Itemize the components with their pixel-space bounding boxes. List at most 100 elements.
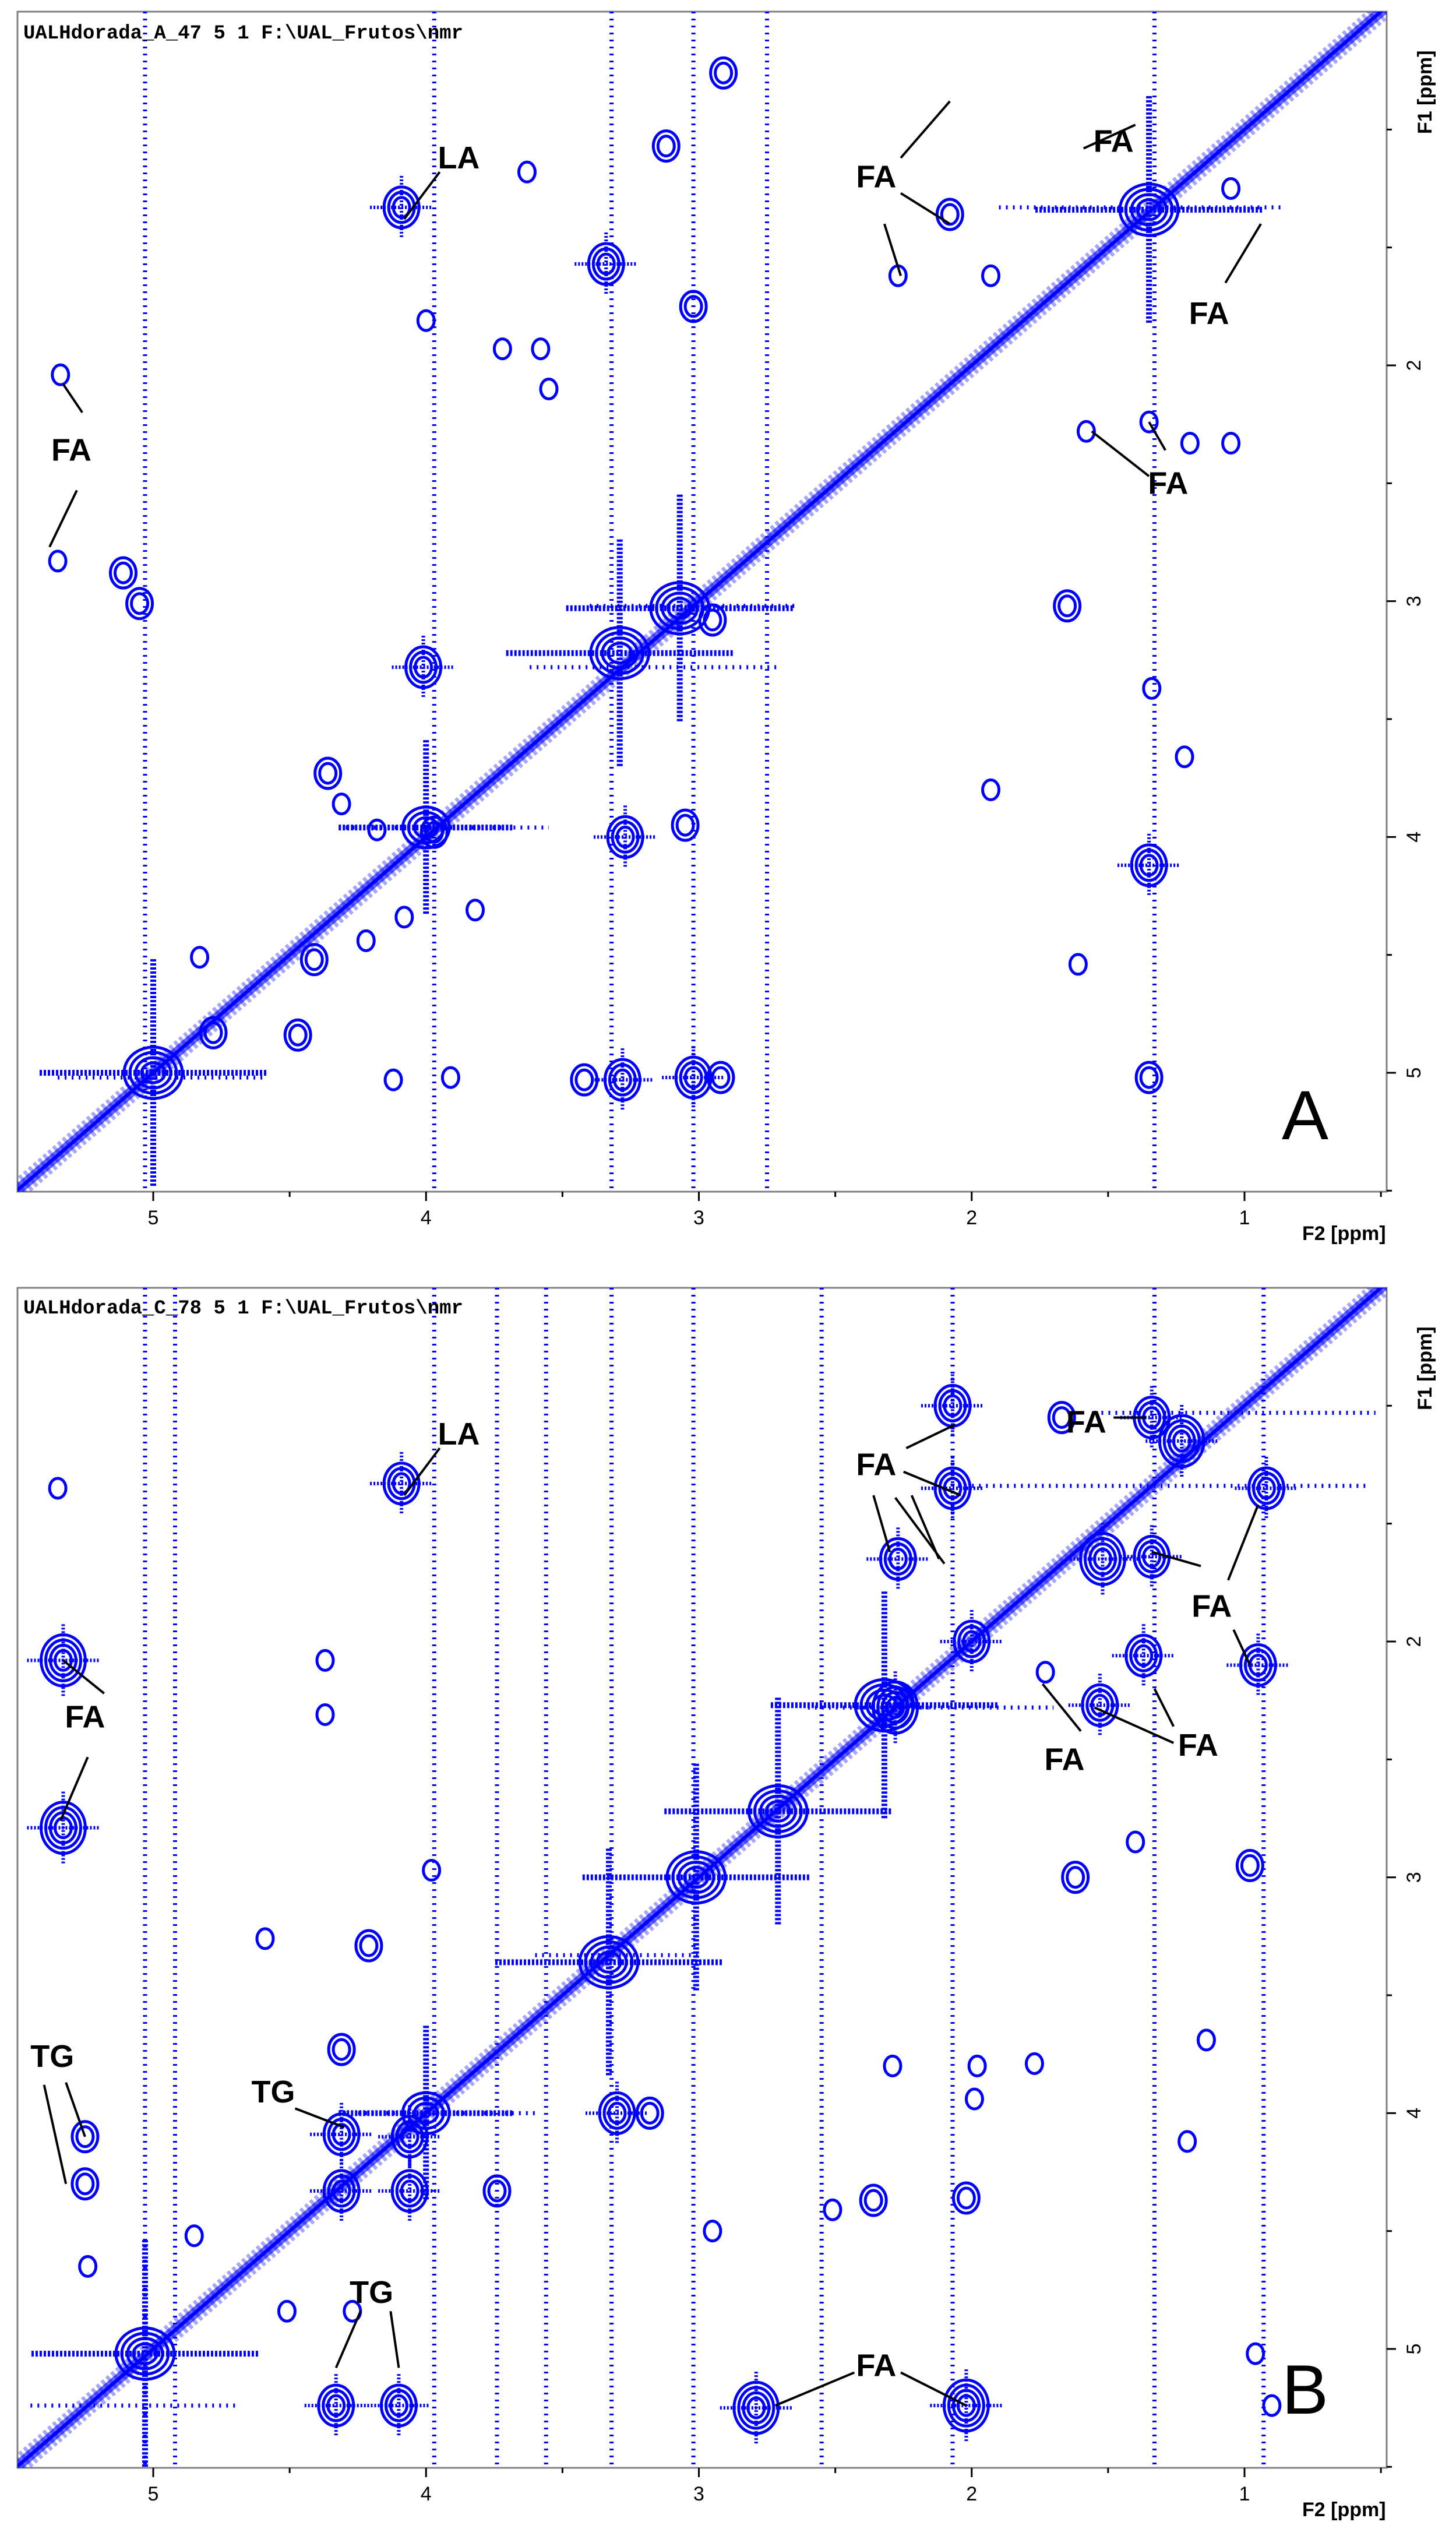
- contour-ring: [332, 2038, 351, 2061]
- contour-ring: [517, 160, 537, 184]
- cross-peak: [671, 808, 700, 842]
- cross-peak: [332, 793, 351, 816]
- contour-ring: [675, 813, 695, 837]
- contour-ring: [607, 642, 633, 665]
- contour-ring: [1262, 2394, 1282, 2417]
- cross-peak: [823, 2198, 842, 2221]
- annotation-leader-line: [900, 100, 951, 159]
- cross-peak: [1035, 1661, 1055, 1684]
- contour-ring: [492, 337, 512, 361]
- y-tick-label: 2: [1403, 1636, 1425, 1647]
- contour-ring: [671, 808, 700, 842]
- panel-a-file-label: UALHdorada_A_47 5 1 F:\UAL_Frutos\nmr: [23, 23, 463, 45]
- cross-peak: [1221, 177, 1241, 200]
- x-tick-label: 4: [421, 2483, 432, 2505]
- cross-peak: [935, 198, 964, 231]
- cross-peak: [1235, 1456, 1298, 1520]
- contour-ring: [354, 1929, 383, 1963]
- cross-peak: [1120, 1525, 1183, 1589]
- contour-ring: [1024, 2052, 1044, 2075]
- contour-ring: [1124, 188, 1174, 232]
- contour-ring: [424, 820, 444, 844]
- cross-peak: [591, 1048, 654, 1112]
- diagonal-peak: [566, 494, 794, 722]
- contour-ring: [859, 2183, 888, 2217]
- cross-peak: [720, 2372, 792, 2445]
- contour-ring: [935, 198, 964, 231]
- contour-ring: [487, 2179, 507, 2203]
- cross-peak: [108, 556, 138, 590]
- cross-peak: [419, 815, 449, 849]
- annotation-label-tg: TG: [30, 2039, 74, 2074]
- annotation-leader-line: [1153, 1688, 1175, 1727]
- contour-ring: [714, 61, 734, 84]
- contour-ring: [683, 1866, 710, 1889]
- cross-peak: [1068, 953, 1088, 976]
- annotation-leader-line: [900, 2371, 967, 2407]
- contour-ring: [601, 636, 639, 670]
- panel-b-y-axis: 2 3 4 5: [1387, 1404, 1425, 2468]
- cross-peak: [662, 1046, 725, 1110]
- contour-ring: [315, 1649, 335, 1672]
- contour-ring: [981, 264, 1001, 287]
- cross-peak: [422, 1859, 442, 1882]
- annotation-label-fa: FA: [1148, 466, 1188, 501]
- cross-peak: [327, 2033, 356, 2066]
- cross-peak: [299, 943, 329, 977]
- panel-b-y-axis-title: F1 [ppm]: [1414, 1326, 1436, 1410]
- annotation-leader-line: [1148, 421, 1166, 451]
- contour-ring: [1061, 1861, 1090, 1894]
- contour-ring: [706, 1061, 735, 1094]
- cross-peak: [70, 2120, 100, 2154]
- contour-ring: [1139, 1066, 1159, 1089]
- annotation-leader-line: [294, 2107, 345, 2129]
- contour-ring: [940, 203, 960, 226]
- contour-ring: [184, 2224, 204, 2248]
- cross-peak: [981, 778, 1001, 801]
- contour-ring: [1035, 1661, 1055, 1684]
- cross-peak: [698, 603, 727, 637]
- cross-peak: [78, 2255, 98, 2278]
- contour-ring: [698, 603, 727, 637]
- cross-peak: [304, 2374, 368, 2438]
- contour-ring: [48, 550, 68, 573]
- x-tick-label: 1: [1239, 1207, 1250, 1229]
- y-tick-label: 4: [1403, 832, 1425, 843]
- cross-peak: [703, 2220, 722, 2243]
- contour-ring: [1175, 745, 1194, 769]
- contour-ring: [709, 56, 738, 90]
- contour-ring: [951, 2181, 981, 2215]
- cross-peak: [679, 290, 708, 323]
- contour-ring: [1052, 1406, 1071, 1429]
- cross-peak: [1175, 745, 1194, 769]
- cross-peak: [255, 1927, 275, 1950]
- contour-ring: [1047, 1401, 1076, 1435]
- cross-peak: [635, 2096, 664, 2130]
- contour-ring: [359, 1934, 379, 1957]
- cross-peak: [964, 2087, 984, 2111]
- contour-ring: [466, 899, 485, 922]
- contour-ring: [595, 631, 645, 675]
- annotation-leader-line: [334, 2310, 362, 2369]
- contour-ring: [332, 793, 351, 816]
- contour-ring: [1139, 410, 1159, 434]
- annotation-leader-line: [900, 192, 951, 225]
- cross-peak: [921, 1456, 984, 1520]
- contour-ring: [277, 2299, 297, 2323]
- contour-ring: [589, 626, 651, 681]
- cross-peak: [1221, 432, 1241, 455]
- contour-ring: [671, 1855, 721, 1900]
- contour-ring: [401, 805, 451, 850]
- cross-peak: [539, 377, 559, 400]
- panel-b-file-label: UALHdorada_C_78 5 1 F:\UAL_Frutos\nmr: [23, 1298, 463, 1320]
- diagonal-band: [17, 1288, 1384, 2468]
- contour-ring: [661, 591, 699, 625]
- contour-ring: [1246, 2342, 1265, 2365]
- cross-peak: [866, 1527, 930, 1591]
- annotation-leader-line: [1224, 223, 1262, 284]
- annotation-leader-line: [403, 171, 441, 220]
- contour-ring: [70, 2167, 100, 2201]
- contour-ring: [1221, 432, 1241, 455]
- contour-ring: [1235, 1848, 1264, 1882]
- cross-peak: [125, 587, 154, 621]
